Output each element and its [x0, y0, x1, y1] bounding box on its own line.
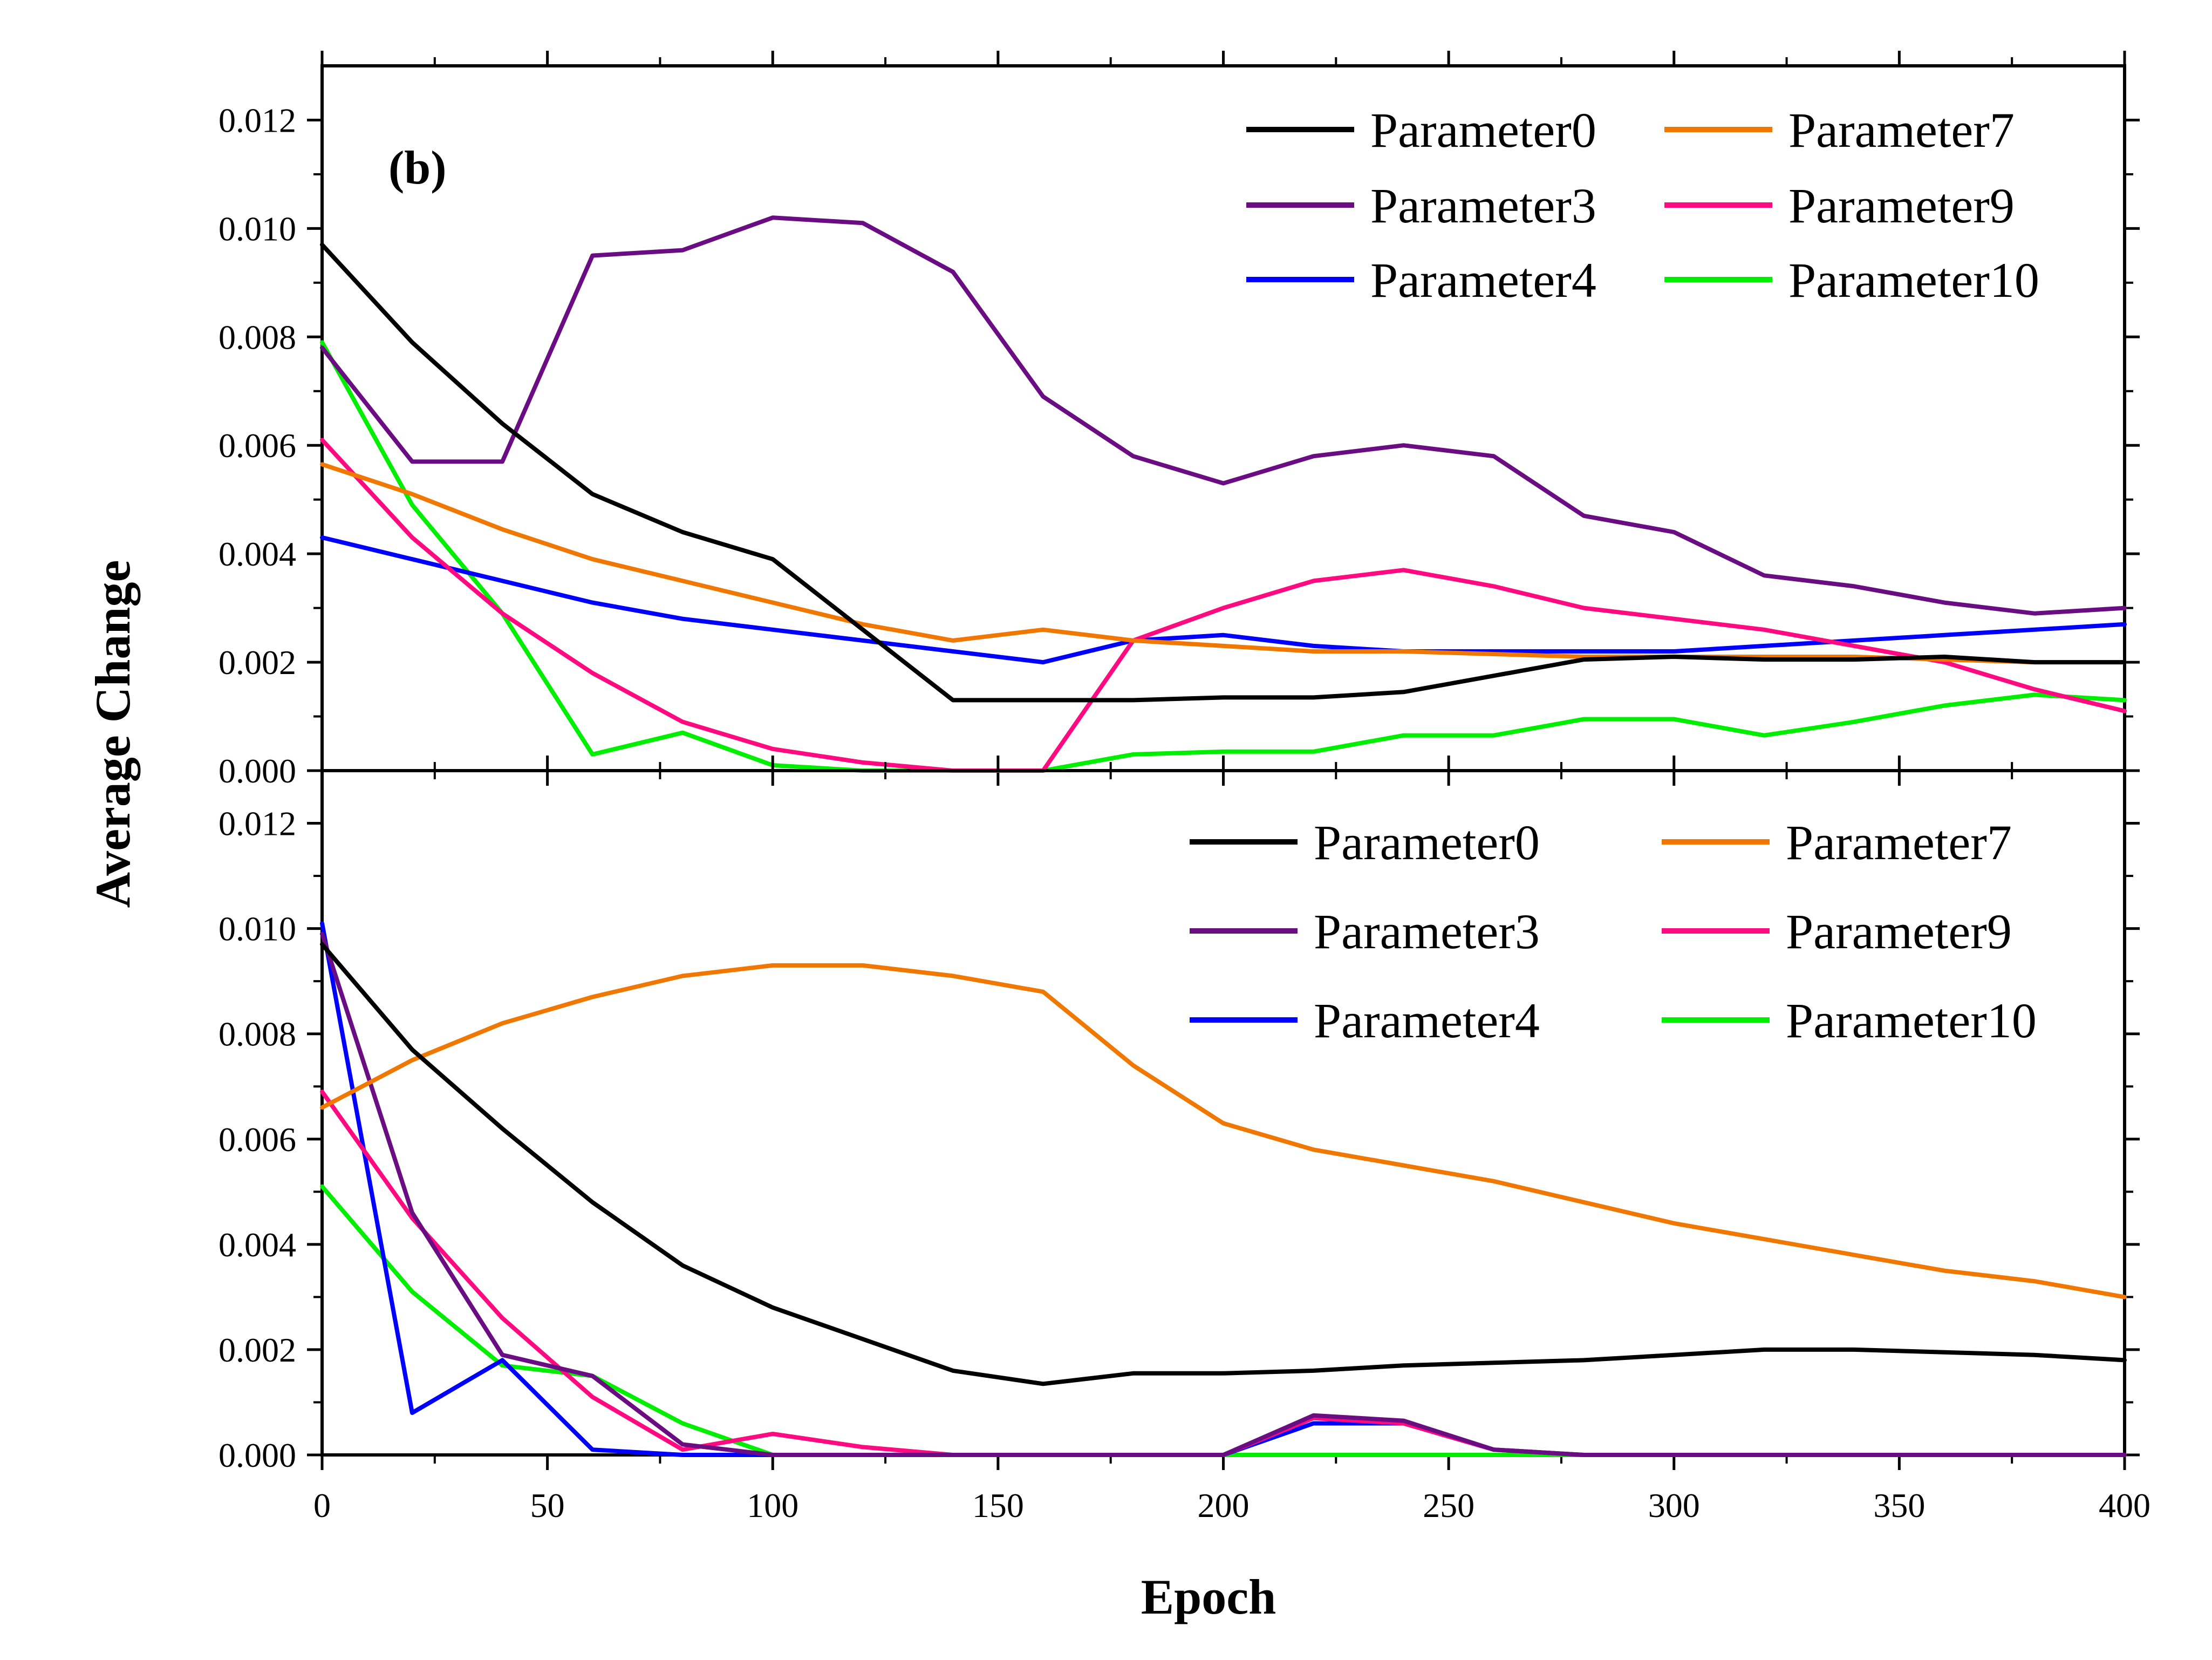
top-series-parameter3 — [320, 215, 2127, 616]
bottom-x-tick-label: 300 — [1648, 1486, 1700, 1525]
bottom-x-tick-label: 50 — [530, 1486, 565, 1525]
bottom-y-tick-label: 0.004 — [219, 1226, 296, 1264]
x-axis-title: Epoch — [1141, 1569, 1276, 1624]
top-legend-label-parameter4: Parameter4 — [1370, 253, 1596, 308]
top-legend-label-parameter3: Parameter3 — [1370, 178, 1596, 233]
bottom-x-tick-label: 100 — [747, 1486, 798, 1525]
bottom-series-parameter0 — [320, 942, 2127, 1386]
top-series-parameter9 — [320, 438, 2127, 773]
bottom-legend-label-parameter7: Parameter7 — [1786, 815, 2012, 870]
bottom-y-tick-label: 0.000 — [219, 1436, 296, 1474]
bottom-series-parameter10 — [320, 1184, 2127, 1457]
top-y-tick-label: 0.006 — [219, 426, 296, 465]
top-panel: 0.000 0.002 0.004 0.006 0.008 0.010 0.012 Param… — [219, 51, 2140, 790]
top-series-parameter4 — [320, 535, 2127, 665]
bottom-legend: Parameter0 Parameter7 Parameter3 Parameter9… — [1190, 815, 2037, 1048]
panel-label: (b) — [388, 142, 447, 194]
bottom-x-tick-label: 150 — [972, 1486, 1024, 1525]
bottom-legend-label-parameter9: Parameter9 — [1786, 904, 2012, 959]
bottom-series-parameter7 — [320, 963, 2127, 1300]
top-y-tick-label: 0.002 — [219, 643, 296, 682]
bottom-legend-label-parameter0: Parameter0 — [1314, 815, 1540, 870]
bottom-y-tick-label: 0.012 — [219, 805, 296, 843]
top-series-parameter0 — [320, 242, 2127, 703]
top-y-tick-label: 0.012 — [219, 101, 296, 139]
bottom-y-tick-label: 0.010 — [219, 910, 296, 948]
top-legend-label-parameter7: Parameter7 — [1788, 103, 2015, 158]
top-plot-frame — [320, 64, 2126, 772]
top-legend-label-parameter0: Parameter0 — [1370, 103, 1596, 158]
top-y-tick-label: 0.004 — [219, 535, 296, 573]
top-legend: Parameter0 Parameter7 Parameter3 Parameter9… — [1246, 103, 2039, 308]
top-legend-label-parameter10: Parameter10 — [1788, 253, 2039, 308]
bottom-x-tick-label: 400 — [2099, 1486, 2150, 1525]
bottom-y-tick-label: 0.006 — [219, 1120, 296, 1159]
bottom-legend-label-parameter4: Parameter4 — [1314, 993, 1540, 1048]
bottom-y-tick-label: 0.002 — [219, 1331, 296, 1369]
bottom-series-parameter9 — [320, 1090, 2127, 1457]
bottom-legend-label-parameter10: Parameter10 — [1786, 993, 2037, 1048]
top-y-tick-label: 0.000 — [219, 752, 296, 790]
bottom-plot-frame — [320, 769, 2126, 1457]
top-series-parameter7 — [320, 462, 2127, 665]
bottom-panel: 0.000 0.002 0.004 0.006 0.008 0.010 0.012 0 50 10… — [219, 756, 2150, 1525]
y-axis-title: Average Change — [85, 560, 140, 908]
top-y-tick-label: 0.008 — [219, 318, 296, 356]
bottom-x-tick-label: 0 — [313, 1486, 331, 1525]
top-legend-label-parameter9: Parameter9 — [1788, 178, 2015, 233]
top-y-tick-label: 0.010 — [219, 209, 296, 248]
bottom-y-tick-label: 0.008 — [219, 1015, 296, 1053]
top-series-parameter10 — [320, 340, 2127, 773]
bottom-x-tick-label: 350 — [1873, 1486, 1925, 1525]
bottom-x-tick-label: 200 — [1198, 1486, 1250, 1525]
bottom-series-parameter3 — [320, 931, 2127, 1457]
bottom-x-tick-label: 250 — [1423, 1486, 1474, 1525]
bottom-legend-label-parameter3: Parameter3 — [1314, 904, 1540, 959]
